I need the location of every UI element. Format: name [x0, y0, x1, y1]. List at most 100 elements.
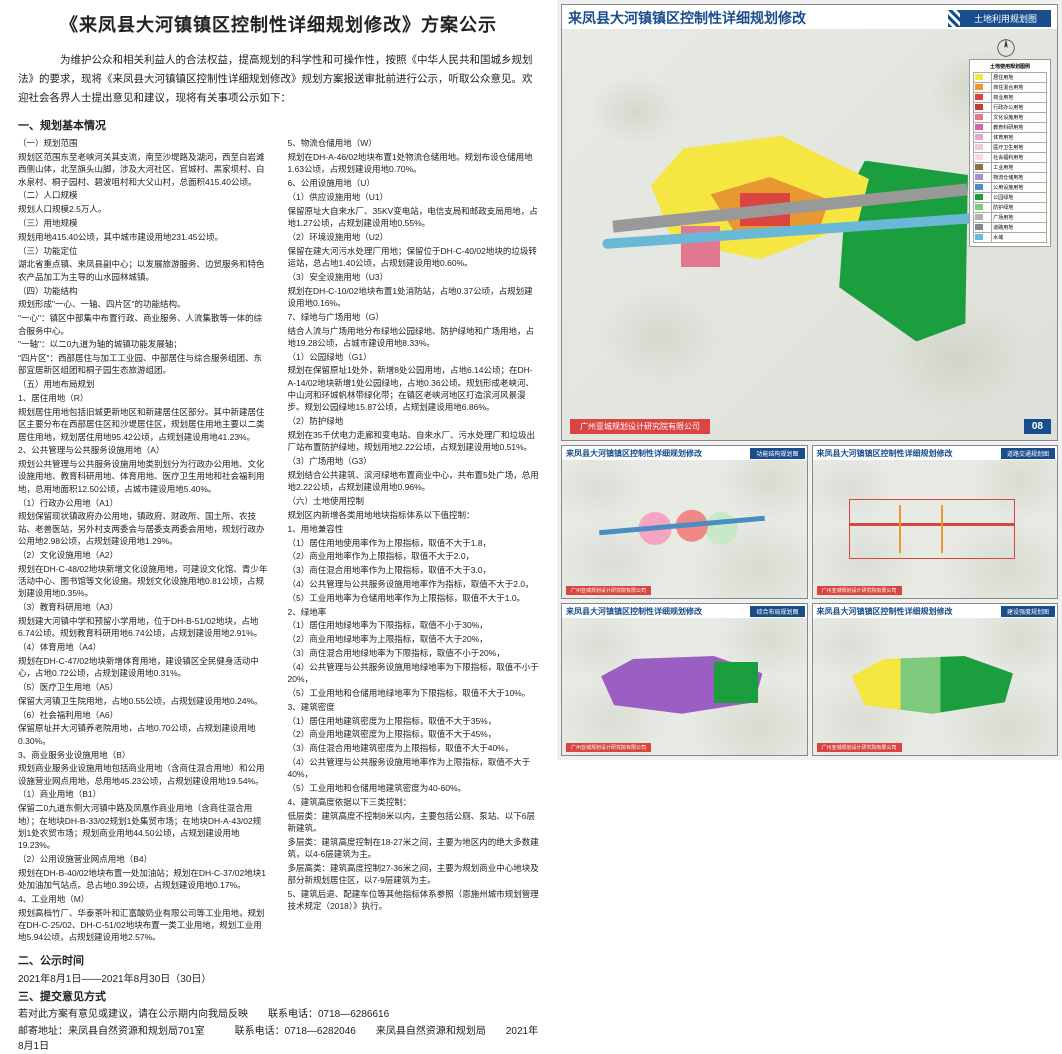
legend-row: 医疗卫生用地 [974, 143, 1047, 153]
text-line: 规划居住用地包括旧城更新地区和新建居住区部分。其中新建居住区主要分布在西部居住区… [18, 406, 270, 443]
text-line: （六）土地使用控制 [288, 495, 540, 507]
text-line: 保留原址大自来水厂、35KV变电站，电信支局和邮政支局用地，占地1.27公顷，占… [288, 205, 540, 230]
compass-icon [995, 37, 1017, 59]
text-line: 规划在DH-B-40/02地块布置一处加油站；规划在DH-C-37/02地块1处… [18, 867, 270, 892]
text-line: （3）商住混合用地绿地率为下限指标，取值不小于20%， [288, 647, 540, 659]
text-line: 2、公共管理与公共服务设施用地（A） [18, 444, 270, 456]
legend-title: 土地使用规划图例 [973, 63, 1047, 70]
thumb-credit: 广州亚城规划设计研究院有限公司 [566, 586, 651, 595]
thumb-credit: 广州亚城规划设计研究院有限公司 [566, 743, 651, 752]
section-2-head: 二、公示时间 [18, 953, 539, 970]
thumb-body: 广州亚城规划设计研究院有限公司 [562, 460, 807, 597]
legend-row: 商业用地 [974, 93, 1047, 103]
text-line: 2、绿地率 [288, 606, 540, 618]
legend-row: 社会福利用地 [974, 153, 1047, 163]
text-line: （3）教育科研用地（A3） [18, 601, 270, 613]
text-line: 规划区范围东至老峡河关其支流，南至沙堤路及湖河，西至白岩滩西侧山体，北至旗头山脚… [18, 151, 270, 188]
text-line: 规划在35千伏电力走廊和变电站、自来水厂、污水处理厂和垃圾出厂站布置防护绿地，规… [288, 429, 540, 454]
text-line: 规划用地415.40公顷，其中城市建设用地231.45公顷。 [18, 231, 270, 243]
legend-table: 居住用地商住混合用地商业用地行政办公用地文化设施用地教育科研用地体育用地医疗卫生… [973, 72, 1047, 243]
text-line: （三）功能定位 [18, 245, 270, 257]
page-number: 08 [1024, 419, 1051, 434]
text-line: （4）公共管理与公共服务设施用地率作为指标，取值不大于2.0， [288, 578, 540, 590]
thumb-tag: 道路交通规划图 [1001, 448, 1055, 459]
contact-line-1: 若对此方案有意见或建议，请在公示期内向我局反映 联系电话：0718—628661… [18, 1007, 539, 1022]
text-line: （5）医疗卫生用地（A5） [18, 681, 270, 693]
text-line: （1）居住用地绿地率为下限指标，取值不小于30%， [288, 619, 540, 631]
map-tag: 土地利用规划图 [960, 10, 1051, 27]
text-line: 结合人流与广场用地分布绿地公园绿地、防护绿地和广场用地，占地19.28公顷，占城… [288, 325, 540, 350]
map-title: 来凤县大河镇镇区控制性详细规划修改 [568, 8, 806, 28]
legend-row: 文化设施用地 [974, 113, 1047, 123]
text-line: 保留在建大河污水处理厂用地；保留位于DH-C-40/02地块的垃圾转运站，总占地… [288, 245, 540, 270]
text-line: 低层类：建筑高度不控制8米以内，主要包括公厕、泵站、以下6层新建筑。 [288, 810, 540, 835]
text-line: （五）用地布局规划 [18, 378, 270, 390]
text-line: （1）居住用地使用率作为上限指标，取值不大于1.8， [288, 537, 540, 549]
text-line: （5）工业用地率为仓储用地率作为上限指标，取值不大于1.0。 [288, 592, 540, 604]
thumb-credit: 广州亚城规划设计研究院有限公司 [817, 743, 902, 752]
map-credit: 广州亚城规划设计研究院有限公司 [570, 419, 710, 434]
text-line: 规划人口规模2.5万人。 [18, 203, 270, 215]
thumbnail-map: 来凤县大河镇镇区控制性详细规划修改 功能结构规划图 广州亚城规划设计研究院有限公… [561, 445, 808, 598]
text-line: 规划建大河镇中学和预留小学用地，位于DH-B-51/02地块，占地6.74公顷。… [18, 615, 270, 640]
legend-row: 商住混合用地 [974, 83, 1047, 93]
text-line: （2）商业用地率作为上限指标，取值不大于2.0， [288, 550, 540, 562]
thumbnail-grid: 来凤县大河镇镇区控制性详细规划修改 功能结构规划图 广州亚城规划设计研究院有限公… [561, 445, 1058, 756]
text-line: 规划在保留原址1处外，新增8处公园用地，占地6.14公顷；在DH-A-14/02… [288, 364, 540, 413]
text-line: 保留大河镇卫生院用地，占地0.55公顷，占规划建设用地0.24%。 [18, 695, 270, 707]
legend-row: 道路用地 [974, 223, 1047, 233]
map-body: 土地使用规划图例 居住用地商住混合用地商业用地行政办公用地文化设施用地教育科研用… [562, 29, 1057, 440]
text-line: 湖北省重点镇、来凤县副中心；以发展旅游服务、边贸服务和特色农产品加工为主导的山水… [18, 258, 270, 283]
footer-block: 二、公示时间 2021年8月1日——2021年8月30日（30日） 三、提交意见… [18, 953, 539, 1054]
content-columns: （一）规划范围规划区范围东至老峡河关其支流，南至沙堤路及湖河，西至白岩滩西侧山体… [18, 137, 539, 945]
thumbnail-map: 来凤县大河镇镇区控制性详细规划修改 综合布局规划图 广州亚城规划设计研究院有限公… [561, 603, 808, 756]
thumb-body: 广州亚城规划设计研究院有限公司 [813, 618, 1058, 755]
text-line: （2）文化设施用地（A2） [18, 549, 270, 561]
text-line: 规划区内新增各类用地地块指标体系以下值控制： [288, 509, 540, 521]
text-line: （2）公用设施营业网点用地（B4） [18, 853, 270, 865]
main-map: 来凤县大河镇镇区控制性详细规划修改 土地利用规划图 土地使用规划图例 居住用地商… [561, 4, 1058, 441]
section-2-body: 2021年8月1日——2021年8月30日（30日） [18, 972, 539, 987]
text-line: （2）商业用地建筑密度为上限指标，取值不大于45%， [288, 728, 540, 740]
legend-row: 体育用地 [974, 133, 1047, 143]
thumbnail-map: 来凤县大河镇镇区控制性详细规划修改 建设强度规划图 广州亚城规划设计研究院有限公… [812, 603, 1059, 756]
text-line: （5）工业用地和仓储用地建筑密度为40-60%。 [288, 782, 540, 794]
text-line: 保留原址并大河镇养老院用地，占地0.70公顷，占规划建设用地0.30%。 [18, 722, 270, 747]
text-line: 规划结合公共建筑、滨河绿地布置商业中心，共布置5处广场，总用地2.22公顷，占规… [288, 469, 540, 494]
text-line: 规划公共管理与公共服务设施用地类别划分为行政办公用地、文化设施用地、教育科研用地… [18, 458, 270, 495]
section-1-head: 一、规划基本情况 [18, 118, 539, 135]
text-line: "一轴"：以二0九道为轴的城镇功能发展轴； [18, 338, 270, 350]
text-line: （四）功能结构 [18, 285, 270, 297]
text-line: （1）居住用地建筑密度为上限指标，取值不大于35%， [288, 715, 540, 727]
text-line: 多层高类：建筑高度控制27-36米之间，主要为规划商业中心地块及部分新规划居住区… [288, 862, 540, 887]
maps-panel: 来凤县大河镇镇区控制性详细规划修改 土地利用规划图 土地使用规划图例 居住用地商… [557, 0, 1062, 760]
legend-row: 物流仓储用地 [974, 173, 1047, 183]
text-line: "四片区"：西部居住与加工工业园、中部居住与综合服务组团、东部宜居新区组团和桐子… [18, 352, 270, 377]
text-line: （3）商住混合用地建筑密度为上限指标，取值不大于40%， [288, 742, 540, 754]
column-right: 5、物流仓储用地（W）规划在DH-A-46/02地块布置1处物流仓储用地。规划布… [288, 137, 540, 945]
text-line: （4）公共管理与公共服务设施用地绿地率为下限指标，取值不小于20%， [288, 661, 540, 686]
text-line: 6、公用设施用地（U） [288, 177, 540, 189]
text-line: （2）环境设施用地（U2） [288, 231, 540, 243]
text-line: （1）行政办公用地（A1） [18, 497, 270, 509]
legend-box: 土地使用规划图例 居住用地商住混合用地商业用地行政办公用地文化设施用地教育科研用… [969, 59, 1051, 247]
text-line: （2）防护绿地 [288, 415, 540, 427]
contact-line-2: 邮寄地址：来凤县自然资源和规划局701室 联系电话：0718—6282046 来… [18, 1024, 539, 1054]
text-line: （一）规划范围 [18, 137, 270, 149]
document-left-panel: 《来凤县大河镇镇区控制性详细规划修改》方案公示 为维护公众和相关利益人的合法权益… [0, 0, 557, 760]
text-line: （三）用地规模 [18, 217, 270, 229]
thumb-tag: 建设强度规划图 [1001, 606, 1055, 617]
text-line: 5、物流仓储用地（W） [288, 137, 540, 149]
text-line: 4、建筑高度依据以下三类控制： [288, 796, 540, 808]
thumb-credit: 广州亚城规划设计研究院有限公司 [817, 586, 902, 595]
map-title-bar: 来凤县大河镇镇区控制性详细规划修改 土地利用规划图 [562, 5, 1057, 31]
thumb-body: 广州亚城规划设计研究院有限公司 [562, 618, 807, 755]
text-line: （2）商业用地绿地率为上限指标，取值不大于20%， [288, 633, 540, 645]
text-line: （3）安全设施用地（U3） [288, 271, 540, 283]
text-line: 多层类：建筑高度控制在18-27米之间，主要为地区内的绝大多数建筑，以4-6层建… [288, 836, 540, 861]
text-line: （1）公园绿地（G1） [288, 351, 540, 363]
text-line: （6）社会福利用地（A6） [18, 709, 270, 721]
text-line: （5）工业用地和仓储用地绿地率为下限指标，取值不大于10%。 [288, 687, 540, 699]
text-line: 规划形成"一心、一轴、四片区"的功能结构。 [18, 298, 270, 310]
column-left: （一）规划范围规划区范围东至老峡河关其支流，南至沙堤路及湖河，西至白岩滩西侧山体… [18, 137, 270, 945]
